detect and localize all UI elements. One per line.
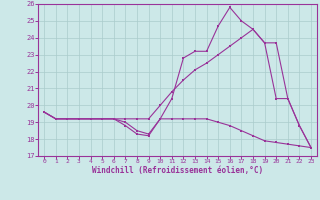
X-axis label: Windchill (Refroidissement éolien,°C): Windchill (Refroidissement éolien,°C) [92, 166, 263, 175]
